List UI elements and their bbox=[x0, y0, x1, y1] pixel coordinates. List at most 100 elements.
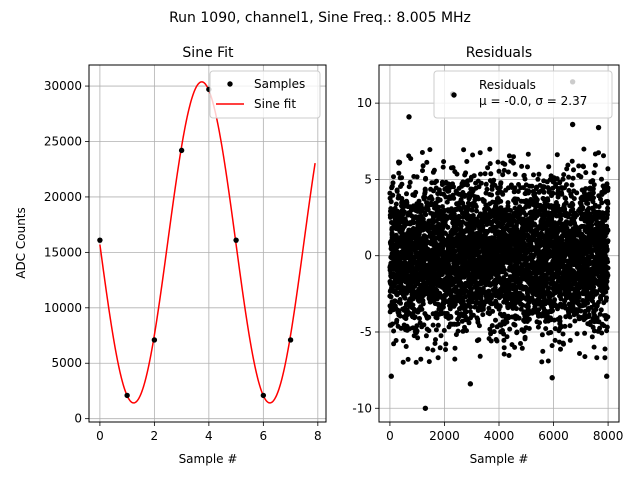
residual-point bbox=[567, 337, 573, 343]
residual-point bbox=[422, 187, 428, 193]
residual-point bbox=[438, 333, 444, 339]
residual-point bbox=[489, 323, 495, 329]
residual-point bbox=[591, 170, 597, 176]
residual-point bbox=[522, 176, 528, 182]
residual-point bbox=[402, 295, 408, 301]
sample-point bbox=[178, 147, 185, 154]
residual-point bbox=[534, 197, 540, 203]
sine-fit-ytick-label: 0 bbox=[74, 412, 82, 426]
residual-point bbox=[604, 181, 610, 187]
residual-point bbox=[543, 326, 549, 332]
residual-point bbox=[599, 330, 605, 336]
residuals-ytick-label: -5 bbox=[360, 325, 372, 339]
sine-fit-title: Sine Fit bbox=[182, 45, 234, 61]
sine-fit-ylabel: ADC Counts bbox=[14, 207, 28, 279]
residual-point bbox=[515, 189, 521, 194]
residual-point bbox=[554, 176, 560, 182]
residual-point bbox=[470, 312, 476, 318]
residual-point bbox=[561, 341, 566, 347]
residual-point bbox=[450, 165, 456, 171]
residual-point bbox=[540, 348, 546, 354]
residual-point bbox=[478, 171, 483, 177]
residual-point bbox=[529, 183, 535, 189]
residual-point bbox=[454, 310, 460, 316]
residual-point bbox=[394, 317, 400, 323]
residual-point bbox=[451, 195, 457, 201]
residual-point bbox=[604, 324, 610, 330]
residual-point bbox=[554, 152, 560, 158]
residual-point bbox=[570, 304, 576, 310]
residual-point bbox=[413, 359, 419, 365]
residual-point bbox=[463, 309, 469, 315]
residual-point bbox=[420, 206, 426, 212]
residual-point bbox=[441, 328, 447, 333]
residual-point bbox=[480, 312, 486, 318]
residual-point bbox=[586, 312, 592, 318]
residual-point bbox=[591, 284, 597, 290]
residual-point bbox=[585, 300, 590, 306]
residual-point bbox=[399, 181, 405, 187]
residual-point bbox=[569, 182, 575, 188]
residual-point bbox=[494, 338, 500, 344]
sine-fit-ytick-label: 5000 bbox=[51, 356, 82, 370]
samples-layer bbox=[97, 86, 294, 399]
residual-point-outlier bbox=[467, 381, 474, 387]
residual-point bbox=[423, 212, 429, 218]
residual-point bbox=[574, 331, 580, 337]
residual-point bbox=[583, 186, 589, 192]
sine-fit-ytick-label: 20000 bbox=[44, 190, 82, 204]
residual-point bbox=[585, 201, 591, 206]
residuals-title: Residuals bbox=[466, 45, 532, 61]
residual-point bbox=[507, 326, 513, 332]
residual-point bbox=[548, 330, 554, 335]
residual-point bbox=[425, 346, 431, 352]
residual-point bbox=[397, 159, 403, 165]
residual-point bbox=[567, 314, 573, 320]
residual-point bbox=[558, 216, 564, 222]
residual-point bbox=[437, 345, 443, 351]
residual-point bbox=[414, 174, 420, 180]
residual-point bbox=[512, 171, 518, 177]
residual-point bbox=[411, 220, 417, 225]
residual-point bbox=[550, 190, 556, 196]
residual-point bbox=[605, 272, 611, 278]
residual-point bbox=[425, 207, 431, 213]
residual-point bbox=[393, 201, 399, 207]
residual-point bbox=[513, 200, 519, 206]
residual-point bbox=[483, 181, 489, 187]
residual-point bbox=[522, 334, 528, 340]
residual-point-outlier bbox=[569, 121, 576, 128]
residual-point bbox=[400, 338, 406, 344]
residual-point bbox=[444, 311, 450, 316]
residual-point bbox=[576, 163, 582, 169]
residual-point bbox=[552, 337, 558, 343]
residual-point bbox=[514, 329, 520, 335]
residual-point bbox=[486, 288, 492, 294]
residual-point bbox=[403, 344, 409, 349]
residual-point bbox=[597, 325, 603, 331]
residual-point bbox=[605, 205, 611, 211]
residual-point bbox=[605, 259, 611, 265]
sine-fit-grid bbox=[89, 65, 326, 422]
residual-point bbox=[535, 176, 541, 182]
residuals-xtick-label: 0 bbox=[386, 429, 394, 443]
residual-point bbox=[550, 308, 555, 314]
residual-point bbox=[501, 311, 507, 317]
residual-point bbox=[480, 306, 486, 312]
residual-point bbox=[546, 285, 552, 291]
residual-point bbox=[455, 328, 461, 334]
residual-point bbox=[531, 172, 536, 178]
residual-point bbox=[456, 213, 462, 219]
residual-point bbox=[417, 320, 423, 326]
residual-point bbox=[408, 156, 414, 162]
residual-point bbox=[578, 308, 584, 314]
residual-point bbox=[401, 209, 407, 215]
sine-fit-xtick-label: 0 bbox=[96, 429, 104, 443]
residual-point bbox=[440, 164, 446, 170]
residual-point bbox=[485, 165, 491, 171]
residual-point bbox=[545, 198, 551, 203]
residual-point bbox=[473, 204, 479, 210]
residual-point bbox=[536, 171, 542, 177]
residuals-xtick-label: 2000 bbox=[429, 429, 460, 443]
